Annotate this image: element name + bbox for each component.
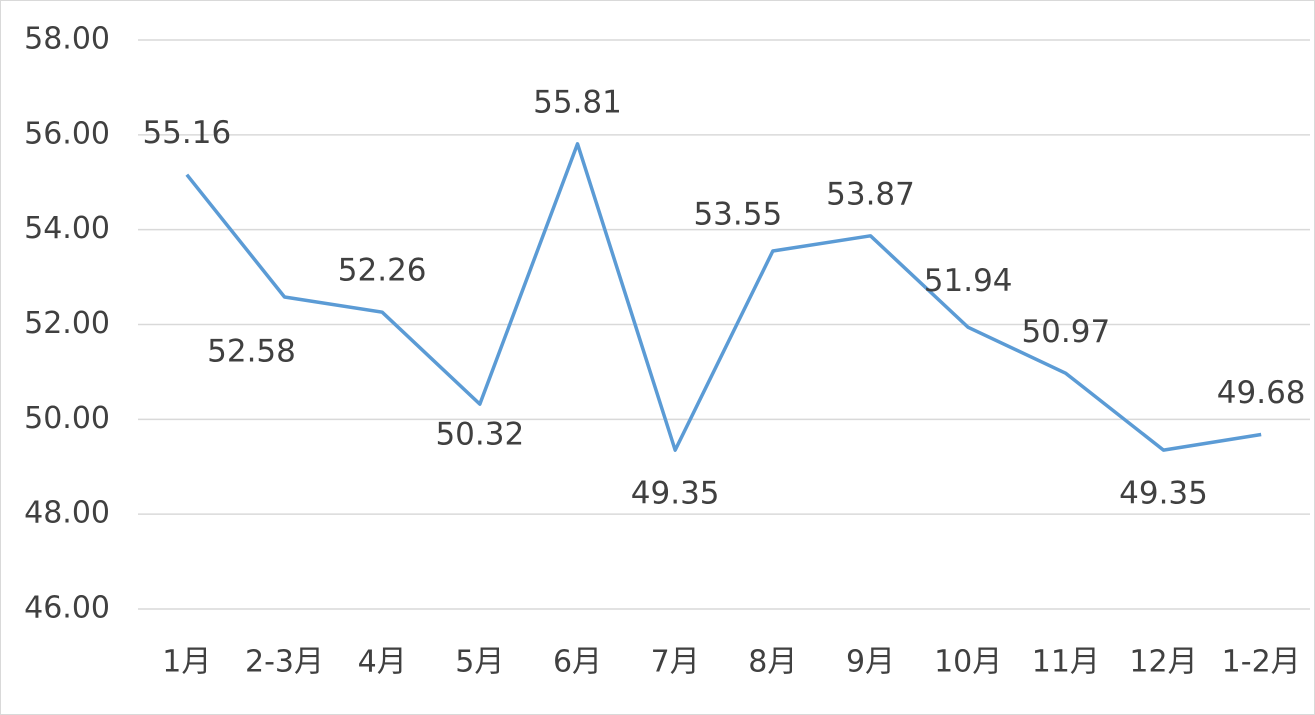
x-tick-label: 12月 <box>1129 645 1197 680</box>
x-tick-label: 5月 <box>455 645 504 680</box>
data-label: 55.16 <box>142 115 231 151</box>
x-tick-label: 9月 <box>846 645 895 680</box>
x-tick-label: 8月 <box>748 645 797 680</box>
x-tick-label: 11月 <box>1032 645 1100 680</box>
x-tick-label: 10月 <box>934 645 1002 680</box>
y-tick-label: 56.00 <box>24 116 110 151</box>
data-label: 53.55 <box>693 197 782 233</box>
y-tick-label: 58.00 <box>24 22 110 57</box>
x-tick-label: 6月 <box>553 645 602 680</box>
x-tick-label: 7月 <box>651 645 700 680</box>
data-label: 49.35 <box>631 476 720 512</box>
data-label: 51.94 <box>924 263 1013 299</box>
x-tick-label: 1-2月 <box>1222 645 1301 680</box>
y-tick-label: 50.00 <box>24 401 110 436</box>
data-label: 50.32 <box>435 417 524 453</box>
data-label: 55.81 <box>533 84 622 120</box>
y-tick-label: 52.00 <box>24 306 110 341</box>
y-tick-label: 54.00 <box>24 211 110 246</box>
data-label: 49.68 <box>1217 375 1306 411</box>
line-series <box>185 142 1262 452</box>
y-tick-label: 46.00 <box>24 591 110 626</box>
data-label: 50.97 <box>1021 314 1110 350</box>
x-tick-label: 4月 <box>358 645 407 680</box>
data-label: 52.58 <box>207 333 296 369</box>
data-label: 52.26 <box>338 253 427 289</box>
data-label: 53.87 <box>826 176 915 212</box>
x-tick-label: 1月 <box>162 645 211 680</box>
data-label: 49.35 <box>1119 476 1208 512</box>
x-tick-label: 2-3月 <box>245 645 324 680</box>
y-tick-label: 48.00 <box>24 496 110 531</box>
